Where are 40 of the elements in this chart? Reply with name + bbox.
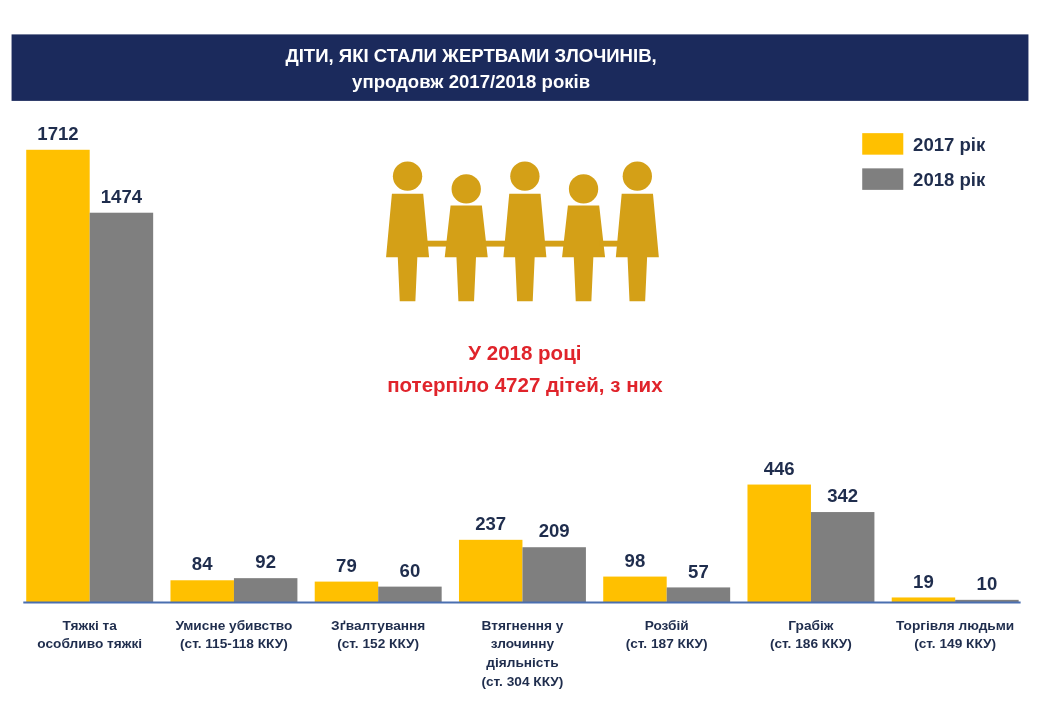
bar <box>233 578 298 603</box>
bar <box>810 512 875 603</box>
bar <box>891 597 956 603</box>
chart-title: ДІТИ, ЯКІ СТАЛИ ЖЕРТВАМИ ЗЛОЧИНІВ, <box>285 44 657 66</box>
bar <box>522 547 586 603</box>
chart-subtitle: упродовж 2017/2018 років <box>352 71 591 93</box>
data-label: 446 <box>763 457 795 479</box>
x-tick-label: Розбій (ст. 187 ККУ) <box>625 617 708 652</box>
data-label: 57 <box>688 560 709 582</box>
bar <box>747 484 811 603</box>
data-label: 342 <box>827 485 859 507</box>
data-label: 19 <box>913 570 934 592</box>
x-tick-label: Грабіж (ст. 186 ККУ) <box>769 617 852 652</box>
x-tick-label: Тяжкі та особливо тяжкі <box>37 617 143 652</box>
legend-label: 2018 рік <box>913 168 987 190</box>
data-label: 1474 <box>100 185 143 207</box>
data-label: 237 <box>475 513 507 535</box>
bar <box>89 212 154 603</box>
bar <box>603 576 667 603</box>
data-label: 1712 <box>37 123 79 144</box>
x-tick-label: Торгівля людьми (ст. 149 ККУ) <box>896 617 1015 652</box>
data-label: 60 <box>399 559 421 581</box>
bar <box>314 581 379 603</box>
bar <box>666 587 731 603</box>
x-tick-label: Зґвалтування (ст. 152 ККУ) <box>331 617 426 652</box>
data-label: 10 <box>976 573 998 595</box>
data-label: 84 <box>191 553 214 575</box>
data-label: 98 <box>624 549 646 571</box>
x-tick-label: Втягнення у злочинну діяльність (ст. 304 ККУ) <box>481 617 564 689</box>
data-label: 92 <box>255 551 277 573</box>
x-tick-label: Умисне убивство (ст. 115-118 ККУ) <box>175 617 293 652</box>
legend-label: 2017 рік <box>913 133 987 155</box>
bar <box>170 580 234 603</box>
bar <box>378 586 442 603</box>
annotation: потерпіло 4727 дітей, з них <box>387 373 664 397</box>
bar <box>26 149 90 603</box>
bar <box>458 539 523 603</box>
annotation: У 2018 році <box>468 341 582 364</box>
data-label: 209 <box>538 520 570 542</box>
data-label: 79 <box>336 554 357 576</box>
